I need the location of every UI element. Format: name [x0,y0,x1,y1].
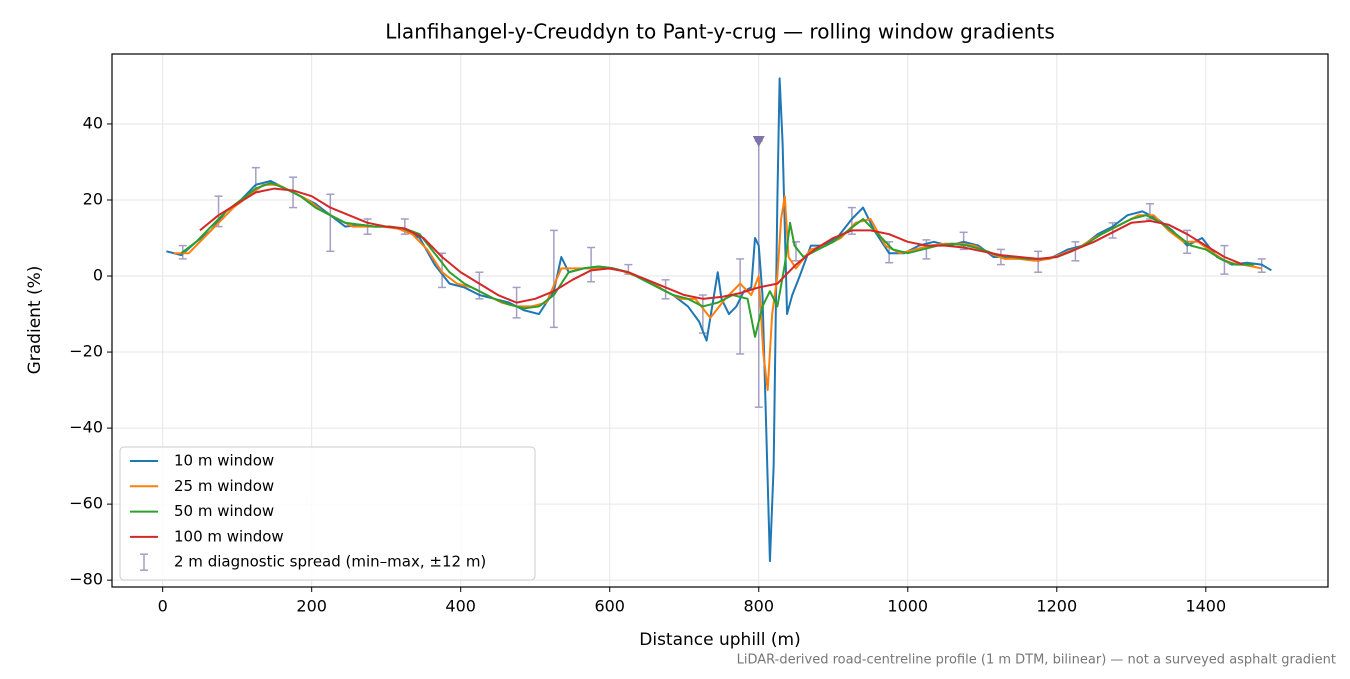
error-bar [549,229,558,329]
x-tick-label: 800 [743,597,774,616]
x-tick-label: 600 [594,597,625,616]
y-axis-label: Gradient (%) [25,266,45,375]
legend-label: 10 m window [174,452,274,470]
y-tick-label: −40 [69,418,103,437]
error-bar [661,279,670,300]
x-tick-label: 1000 [887,597,928,616]
x-tick-label: 1200 [1036,597,1077,616]
y-tick-label: −20 [69,342,103,361]
legend-label: 50 m window [174,502,274,520]
y-tick-label: −80 [69,570,103,589]
flag-marker [752,136,765,148]
ticks: 0 200 400 600 800 1000 1200 1400 −80 −60 −40 −20 0 20… [69,113,1226,615]
error-bar [587,246,596,283]
x-tick-label: 0 [158,597,168,616]
legend-box [119,446,536,581]
chart-title: Llanfihangel-y-Creuddyn to Pant-y-crug —… [385,20,1055,44]
series-line [199,187,1244,304]
y-tick-label: 20 [83,189,103,208]
error-bar [736,258,745,355]
y-tick-label: 0 [93,266,103,285]
y-tick-label: 40 [83,113,103,132]
legend: 10 m window 25 m window 50 m window 100 m w… [119,446,536,581]
axes-frame [111,53,1329,588]
plot-area [166,77,1272,563]
x-tick-label: 400 [445,597,476,616]
footnote: LiDAR-derived road-centreline profile (1… [737,653,1336,668]
error-bar [1071,241,1080,262]
legend-label: 2 m diagnostic spread (min–max, ±12 m) [174,553,486,571]
y-tick-label: −60 [69,494,103,513]
legend-label: 25 m window [174,477,274,495]
legend-label: 100 m window [174,527,284,545]
x-axis-label: Distance uphill (m) [639,630,800,650]
error-bar [326,193,335,253]
x-tick-label: 200 [296,597,327,616]
error-bar [1108,222,1117,239]
x-tick-label: 1400 [1185,597,1226,616]
